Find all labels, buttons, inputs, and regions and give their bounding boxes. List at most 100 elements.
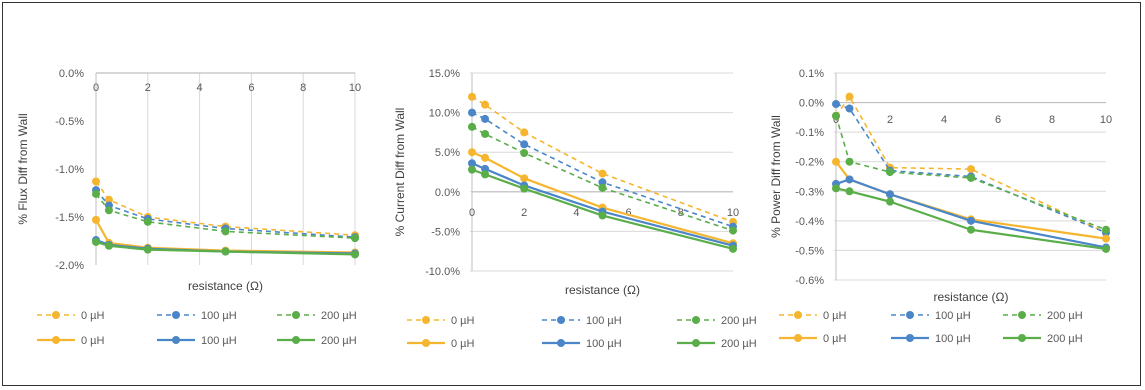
chart-2-legend-marker-3 [692, 316, 700, 324]
chart-3-y-tick-label: 0.0% [799, 98, 824, 110]
chart-2-series-6-point [481, 170, 490, 179]
chart-1-series-6-point [104, 241, 113, 250]
chart-2-legend-label-3: 200 µH [721, 315, 757, 327]
chart-3-x-tick-label: 10 [1100, 114, 1112, 126]
chart-3-x-tick-label: 2 [887, 114, 893, 126]
chart-3-series-3-point [1102, 225, 1110, 234]
chart-3-legend-label-6: 200 µH [1047, 333, 1083, 345]
chart-3-series-6-point [832, 184, 840, 193]
chart-1-y-tick-label: -2.0% [55, 260, 84, 272]
chart-3-x-tick-label: 8 [1049, 114, 1055, 126]
chart-3-series-3-point [845, 157, 854, 166]
chart-2-series-4-point [481, 153, 490, 162]
chart-3-y-tick-label: -0.2% [795, 157, 824, 169]
chart-1-legend-label-3: 200 µH [321, 310, 357, 322]
chart-3-legend-marker-2 [906, 311, 914, 319]
chart-2-y-axis-label: % Current Diff from Wall [393, 108, 407, 237]
chart-2-series-5-point [468, 159, 476, 168]
chart-2-legend-label-4: 0 µH [451, 338, 475, 350]
chart-3-series-5-point [845, 175, 854, 184]
chart-2-series-2-point [468, 108, 476, 117]
chart-1-series-6-point [143, 245, 152, 254]
chart-3-legend-marker-3 [1018, 311, 1026, 319]
chart-2-series-6-point [598, 211, 607, 220]
chart-1-x-tick-label: 4 [197, 82, 203, 94]
chart-1-x-axis-label: resistance (Ω) [188, 279, 263, 293]
chart-3-series-6-point [1102, 244, 1110, 253]
chart-3-y-tick-label: 0.1% [799, 68, 824, 80]
chart-2-series-2-point [481, 114, 490, 123]
chart-1-legend-marker-6 [292, 336, 300, 344]
chart-1-legend-marker-4 [52, 336, 60, 344]
chart-1-series-3-point [221, 227, 230, 236]
chart-2-series-1-point [520, 128, 529, 137]
chart-2-series-6-point [468, 165, 476, 174]
chart-2-legend-label-6: 200 µH [721, 338, 757, 350]
chart-1-series-6-point [351, 250, 359, 259]
chart-2-series-6-point [729, 244, 737, 253]
chart-1-series-line-2 [95, 189, 356, 238]
chart-3-series-3-point [886, 168, 894, 177]
chart-1-series-3-point [351, 234, 359, 243]
chart-3-legend-label-1: 0 µH [823, 310, 847, 322]
chart-3-legend-label-4: 0 µH [823, 333, 847, 345]
chart-1-y-axis-label: % Flux Diff from Wall [16, 113, 30, 224]
chart-2-series-2-point [598, 178, 607, 187]
chart-1-x-tick-label: 6 [248, 82, 254, 94]
chart-3-legend-marker-5 [906, 334, 914, 342]
chart-1-legend-marker-1 [52, 311, 60, 319]
chart-1-x-tick-label: 0 [93, 82, 99, 94]
chart-3-series-6-point [967, 225, 975, 234]
chart-1-series-1-point [92, 177, 100, 186]
chart-3-series-3-point [832, 111, 840, 120]
chart-2-series-3-point [729, 226, 737, 235]
chart-3-series-3-point [967, 173, 975, 182]
chart-2-y-tick-label: 15.0% [429, 68, 460, 80]
chart-1-legend-label-6: 200 µH [321, 335, 357, 347]
chart-2-x-axis-label: resistance (Ω) [565, 283, 640, 297]
chart-2-legend-label-2: 100 µH [586, 315, 622, 327]
chart-3-y-tick-label: -0.6% [795, 275, 824, 287]
chart-2-legend-marker-6 [692, 339, 700, 347]
chart-3-series-line-1 [835, 95, 1107, 234]
chart-2-series-line-2 [471, 111, 734, 228]
chart-2-series-5-point [481, 164, 490, 173]
chart-2-y-tick-label: 5.0% [435, 147, 460, 159]
chart-2-series-3-point [481, 129, 490, 138]
chart-3-series-4-point [832, 157, 840, 166]
chart-3-x-tick-label: 0 [833, 114, 839, 126]
chart-2-x-tick-label: 0 [469, 207, 475, 219]
chart-3-legend-marker-6 [1018, 334, 1026, 342]
chart-3-legend-marker-4 [794, 334, 802, 342]
chart-1-legend-label-5: 100 µH [201, 335, 237, 347]
chart-2-x-tick-label: 2 [521, 207, 527, 219]
chart-figure: 0.0% -0.5% -1.0% -1.5% -2.0% 0 2 4 6 8 10 resistanc… [16, 68, 1112, 350]
chart-1-y-tick-label: -1.0% [55, 164, 84, 176]
chart-1-legend-label-1: 0 µH [81, 310, 105, 322]
chart-1-legend-marker-5 [172, 336, 180, 344]
chart-1-legend-label-4: 0 µH [81, 335, 105, 347]
chart-3-series-4-point [1102, 234, 1110, 243]
chart-1-y-tick-label: 0.0% [59, 68, 84, 80]
chart-2-legend-marker-1 [422, 316, 430, 324]
figure-frame: 0.0% -0.5% -1.0% -1.5% -2.0% 0 2 4 6 8 10 resistanc… [2, 2, 1141, 386]
chart-3-series-1-point [845, 92, 854, 101]
chart-1-y-tick-label: -1.5% [55, 212, 84, 224]
chart-1-legend-marker-2 [172, 311, 180, 319]
chart-2-series-4-point [520, 174, 529, 183]
chart-3-x-tick-label: 6 [995, 114, 1001, 126]
chart-2-series-line-4 [471, 151, 734, 245]
chart-2-legend-label-1: 0 µH [451, 315, 475, 327]
chart-3-legend-label-5: 100 µH [935, 333, 971, 345]
chart-3-x-tick-label: 4 [941, 114, 947, 126]
chart-3-x-axis-label: resistance (Ω) [934, 290, 1009, 304]
chart-3-series-6-point [845, 187, 854, 196]
chart-2-y-tick-label: -5.0% [431, 226, 460, 238]
chart-2-series-3-point [468, 122, 476, 131]
chart-3-y-tick-label: -0.5% [795, 245, 824, 257]
chart-2-series-3-point [598, 183, 607, 192]
chart-2-legend-marker-2 [557, 316, 565, 324]
chart-3-series-line-3 [835, 115, 1107, 231]
chart-2-series-line-1 [471, 96, 734, 223]
chart-2-series-6-point [520, 184, 529, 193]
